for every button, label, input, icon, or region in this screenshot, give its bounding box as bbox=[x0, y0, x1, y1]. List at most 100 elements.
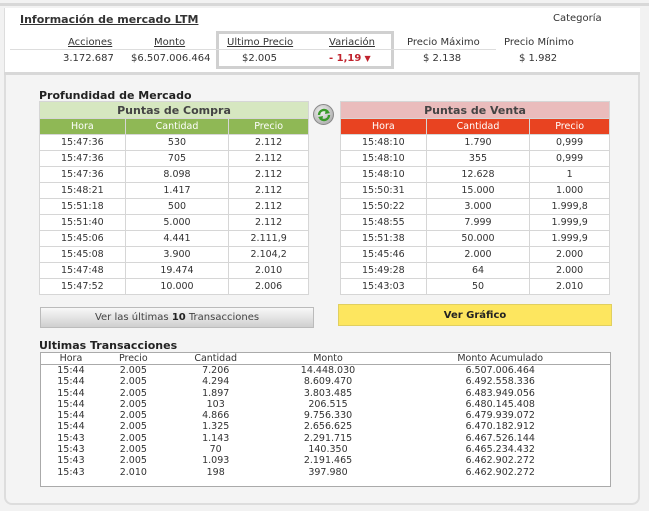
sell-cell-cantidad: 7.999 bbox=[425, 214, 531, 231]
buy-order-row: 15:45:08 3.900 2.104,2 bbox=[39, 246, 309, 263]
header-acciones[interactable]: Acciones bbox=[68, 37, 113, 48]
depth-title: Profundidad de Mercado bbox=[39, 89, 192, 102]
refresh-button[interactable] bbox=[313, 104, 334, 125]
value-acciones: 3.172.687 bbox=[63, 53, 114, 64]
buy-order-row: 15:47:36 530 2.112 bbox=[39, 134, 309, 151]
buy-cell-cantidad: 705 bbox=[124, 150, 230, 167]
sell-header-cantidad: Cantidad bbox=[425, 118, 531, 135]
sell-cell-cantidad: 15.000 bbox=[425, 182, 531, 199]
sell-orders-table: Puntas de Venta Hora Cantidad Precio 15:… bbox=[340, 101, 610, 295]
transaction-row: 15:44 2.005 4.294 8.609.470 6.492.558.336 bbox=[41, 376, 610, 387]
trans-cell-monto: 206.515 bbox=[308, 398, 348, 410]
trans-cell-precio: 2.005 bbox=[119, 387, 147, 399]
sell-cell-hora: 15:50:31 bbox=[340, 182, 427, 199]
trans-cell-hora: 15:43 bbox=[57, 444, 85, 456]
sell-cell-cantidad: 50 bbox=[425, 278, 531, 295]
buy-cell-cantidad: 3.900 bbox=[124, 246, 230, 263]
buy-cell-precio: 2.112 bbox=[228, 166, 309, 183]
top-strip bbox=[0, 0, 649, 6]
trans-cell-monto-acumulado: 6.480.145.408 bbox=[465, 398, 535, 410]
trans-cell-cantidad: 70 bbox=[209, 444, 222, 456]
trans-header-precio: Precio bbox=[118, 353, 148, 364]
sell-cell-hora: 15:49:28 bbox=[340, 262, 427, 279]
buy-cell-precio: 2.112 bbox=[228, 214, 309, 231]
trans-cell-hora: 15:44 bbox=[57, 410, 85, 422]
sell-cell-hora: 15:48:55 bbox=[340, 214, 427, 231]
view-last-transactions-button[interactable]: Ver las últimas 10 Transacciones bbox=[40, 307, 314, 328]
trans-cell-precio: 2.010 bbox=[119, 466, 147, 478]
trans-cell-monto-acumulado: 6.462.902.272 bbox=[465, 455, 535, 467]
sell-cell-precio: 1 bbox=[529, 166, 610, 183]
transaction-row: 15:44 2.005 7.206 14.448.030 6.507.006.464 bbox=[41, 365, 610, 376]
buy-cell-hora: 15:47:52 bbox=[39, 278, 126, 295]
header-precio-minimo: Precio Mínimo bbox=[504, 37, 574, 48]
trans-cell-monto: 9.756.330 bbox=[303, 410, 353, 422]
buy-order-row: 15:47:36 8.098 2.112 bbox=[39, 166, 309, 183]
buy-cell-precio: 2.111,9 bbox=[228, 230, 309, 247]
sell-order-row: 15:49:28 64 2.000 bbox=[340, 262, 610, 279]
buy-cell-cantidad: 530 bbox=[124, 134, 230, 151]
category-label: Categoría bbox=[553, 13, 602, 24]
header-monto[interactable]: Monto bbox=[154, 37, 186, 48]
trans-cell-monto: 8.609.470 bbox=[303, 376, 353, 388]
trans-cell-cantidad: 4.294 bbox=[202, 376, 230, 388]
sell-cell-precio: 0,999 bbox=[529, 134, 610, 151]
sell-header-precio: Precio bbox=[529, 118, 610, 135]
value-monto: $6.507.006.464 bbox=[131, 53, 211, 64]
view-transactions-count: 10 bbox=[171, 312, 186, 323]
transactions-header-row: Hora Precio Cantidad Monto Monto Acumula… bbox=[41, 353, 610, 365]
header-variacion[interactable]: Variación bbox=[329, 37, 375, 48]
trans-header-monto: Monto bbox=[313, 353, 343, 364]
market-info-title: Información de mercado LTM bbox=[20, 13, 199, 26]
sell-cell-precio: 0,999 bbox=[529, 150, 610, 167]
trans-cell-cantidad: 1.897 bbox=[202, 387, 230, 399]
trans-cell-cantidad: 198 bbox=[206, 466, 225, 478]
buy-cell-precio: 2.006 bbox=[228, 278, 309, 295]
trans-cell-hora: 15:43 bbox=[57, 466, 85, 478]
trans-cell-cantidad: 1.325 bbox=[202, 421, 230, 433]
transaction-row: 15:43 2.005 1.143 2.291.715 6.467.526.144 bbox=[41, 433, 610, 444]
buy-order-row: 15:45:06 4.441 2.111,9 bbox=[39, 230, 309, 247]
info-divider bbox=[10, 49, 496, 50]
buy-cell-hora: 15:51:18 bbox=[39, 198, 126, 215]
buy-order-row: 15:47:52 10.000 2.006 bbox=[39, 278, 309, 295]
trans-cell-hora: 15:43 bbox=[57, 455, 85, 467]
sell-cell-cantidad: 355 bbox=[425, 150, 531, 167]
buy-cell-hora: 15:48:21 bbox=[39, 182, 126, 199]
sell-cell-cantidad: 3.000 bbox=[425, 198, 531, 215]
sell-header-hora: Hora bbox=[340, 118, 427, 135]
buy-header-hora: Hora bbox=[39, 118, 126, 135]
buy-cell-hora: 15:47:48 bbox=[39, 262, 126, 279]
trans-cell-hora: 15:44 bbox=[57, 376, 85, 388]
buy-cell-hora: 15:45:06 bbox=[39, 230, 126, 247]
buy-order-row: 15:47:36 705 2.112 bbox=[39, 150, 309, 167]
buy-order-row: 15:48:21 1.417 2.112 bbox=[39, 182, 309, 199]
header-ultimo-precio[interactable]: Ultimo Precio bbox=[227, 37, 294, 48]
sell-order-row: 15:43:03 50 2.010 bbox=[340, 278, 610, 295]
buy-cell-precio: 2.112 bbox=[228, 198, 309, 215]
trans-cell-hora: 15:44 bbox=[57, 387, 85, 399]
sell-cell-precio: 1.000 bbox=[529, 182, 610, 199]
sell-cell-hora: 15:45:46 bbox=[340, 246, 427, 263]
buy-cell-cantidad: 1.417 bbox=[124, 182, 230, 199]
trans-cell-cantidad: 103 bbox=[206, 398, 225, 410]
trans-cell-precio: 2.005 bbox=[119, 455, 147, 467]
trans-cell-monto: 14.448.030 bbox=[300, 365, 356, 376]
trans-cell-monto-acumulado: 6.470.182.912 bbox=[465, 421, 535, 433]
sell-order-row: 15:50:22 3.000 1.999,8 bbox=[340, 198, 610, 215]
trans-cell-precio: 2.005 bbox=[119, 421, 147, 433]
sell-cell-hora: 15:50:22 bbox=[340, 198, 427, 215]
sell-cell-precio: 2.000 bbox=[529, 262, 610, 279]
buy-order-row: 15:51:40 5.000 2.112 bbox=[39, 214, 309, 231]
buy-cell-cantidad: 500 bbox=[124, 198, 230, 215]
trans-cell-cantidad: 4.866 bbox=[202, 410, 230, 422]
view-chart-button[interactable]: Ver Gráfico bbox=[338, 304, 612, 326]
buy-cell-hora: 15:45:08 bbox=[39, 246, 126, 263]
sell-cell-cantidad: 50.000 bbox=[425, 230, 531, 247]
transactions-title: Ultimas Transacciones bbox=[39, 339, 178, 352]
sell-cell-cantidad: 12.628 bbox=[425, 166, 531, 183]
trans-cell-monto: 3.803.485 bbox=[303, 387, 353, 399]
sell-order-row: 15:48:55 7.999 1.999,9 bbox=[340, 214, 610, 231]
buy-order-row: 15:47:48 19.474 2.010 bbox=[39, 262, 309, 279]
buy-cell-cantidad: 4.441 bbox=[124, 230, 230, 247]
